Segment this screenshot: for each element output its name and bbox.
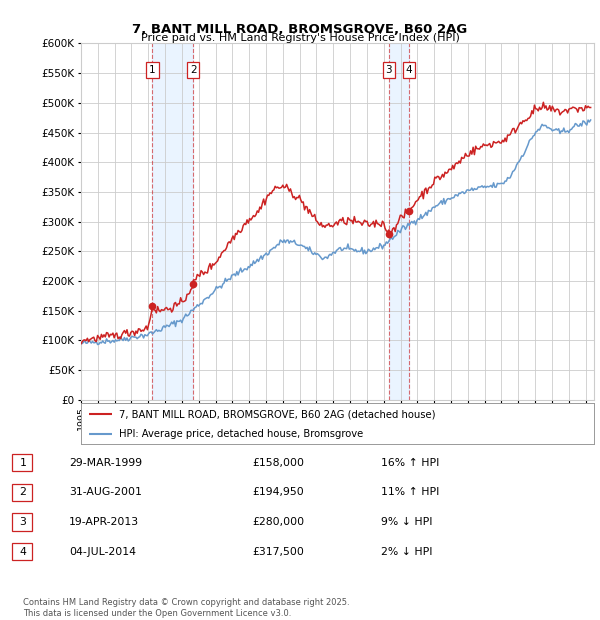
Text: 3: 3: [385, 65, 392, 75]
Text: 29-MAR-1999: 29-MAR-1999: [69, 458, 142, 467]
Text: 16% ↑ HPI: 16% ↑ HPI: [381, 458, 439, 467]
Text: 31-AUG-2001: 31-AUG-2001: [69, 487, 142, 497]
Text: £280,000: £280,000: [252, 517, 304, 527]
Text: 4: 4: [406, 65, 412, 75]
Text: 1: 1: [19, 458, 26, 467]
Text: 7, BANT MILL ROAD, BROMSGROVE, B60 2AG: 7, BANT MILL ROAD, BROMSGROVE, B60 2AG: [133, 22, 467, 35]
Text: 2: 2: [190, 65, 196, 75]
Text: £317,500: £317,500: [252, 547, 304, 557]
Text: 3: 3: [19, 517, 26, 527]
Text: 9% ↓ HPI: 9% ↓ HPI: [381, 517, 433, 527]
Text: 19-APR-2013: 19-APR-2013: [69, 517, 139, 527]
Text: HPI: Average price, detached house, Bromsgrove: HPI: Average price, detached house, Brom…: [119, 428, 364, 439]
Bar: [152, 43, 193, 400]
Bar: [389, 43, 409, 400]
Text: 2% ↓ HPI: 2% ↓ HPI: [381, 547, 433, 557]
Text: 04-JUL-2014: 04-JUL-2014: [69, 547, 136, 557]
Text: 11% ↑ HPI: 11% ↑ HPI: [381, 487, 439, 497]
Text: 7, BANT MILL ROAD, BROMSGROVE, B60 2AG (detached house): 7, BANT MILL ROAD, BROMSGROVE, B60 2AG (…: [119, 409, 436, 419]
Text: Price paid vs. HM Land Registry's House Price Index (HPI): Price paid vs. HM Land Registry's House …: [140, 33, 460, 43]
Text: 1: 1: [149, 65, 155, 75]
Text: Contains HM Land Registry data © Crown copyright and database right 2025.
This d: Contains HM Land Registry data © Crown c…: [23, 598, 349, 618]
Text: 2: 2: [19, 487, 26, 497]
Text: £158,000: £158,000: [252, 458, 304, 467]
Text: £194,950: £194,950: [252, 487, 304, 497]
Text: 4: 4: [19, 547, 26, 557]
